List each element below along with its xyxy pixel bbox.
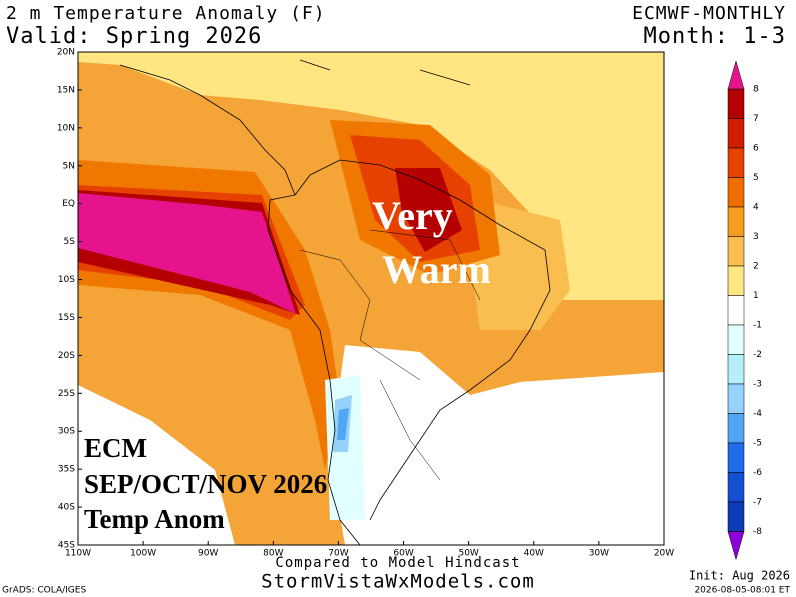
lat-label: 35S	[58, 465, 75, 475]
footer-site: StormVistaWxModels.com	[261, 571, 535, 593]
lon-label: 70W	[328, 549, 348, 559]
lat-label: 15N	[57, 85, 75, 95]
plot-frame	[77, 51, 665, 546]
lon-label: 40W	[524, 549, 544, 559]
annotation: ECM	[84, 433, 147, 463]
colorbar-segment	[727, 501, 745, 532]
colorbar-segment	[727, 324, 745, 355]
lon-label: 60W	[393, 549, 413, 559]
lat-label: EQ	[62, 199, 75, 209]
lat-label: 25S	[58, 389, 75, 399]
colorbar-top	[727, 60, 745, 90]
colorbar-segment	[727, 177, 745, 208]
colorbar-label: -8	[753, 527, 762, 537]
lon-label: 30W	[589, 549, 609, 559]
colorbar-label: -4	[753, 409, 762, 419]
colorbar-label: 5	[753, 173, 759, 183]
colorbar-segment	[727, 206, 745, 237]
annotation: SEP/OCT/NOV 2026	[84, 469, 327, 499]
footer-init: Init: Aug 2026	[689, 569, 790, 583]
colorbar-segment	[727, 236, 745, 267]
colorbar-label: -3	[753, 380, 762, 390]
model: ECMWF-MONTHLY	[632, 3, 786, 24]
colorbar-segment	[727, 147, 745, 178]
lat-label: 45S	[58, 541, 75, 551]
colorbar-label: 3	[753, 232, 759, 242]
colorbar-label: 7	[753, 114, 759, 124]
lat-label: 20S	[58, 351, 75, 361]
footer-grads: GrADS: COLA/IGES	[2, 586, 86, 596]
lon-label: 100W	[130, 549, 156, 559]
colorbar-label: -2	[753, 350, 762, 360]
annotation: Temp Anom	[84, 504, 225, 534]
colorbar-label: 1	[753, 291, 759, 301]
lat-label: 20N	[57, 48, 75, 58]
labels: 2 m Temperature Anomaly (F) Valid: Sprin…	[2, 3, 790, 596]
lon-label: 50W	[458, 549, 478, 559]
annotation: Very	[372, 193, 453, 238]
lat-label: 30S	[58, 427, 75, 437]
lon-label: 80W	[263, 549, 283, 559]
colorbar-label: -1	[753, 321, 762, 331]
colorbar-segment	[727, 354, 745, 385]
lon-label: 110W	[65, 549, 91, 559]
colorbar-label: 4	[753, 203, 759, 213]
colorbar-segment	[727, 442, 745, 473]
colorbar-segment	[727, 413, 745, 444]
footer-timestamp: 2026-08-05-08:01 ET	[694, 586, 790, 596]
valid: Valid: Spring 2026	[6, 24, 262, 49]
colorbar-segment	[727, 118, 745, 149]
colorbar-segment	[727, 472, 745, 503]
lat-label: 40S	[58, 503, 75, 513]
lon-label: 90W	[198, 549, 218, 559]
colorbar-segment	[727, 265, 745, 296]
footer-compared: Compared to Model Hindcast	[275, 555, 520, 571]
lon-label: 20W	[654, 549, 674, 559]
colorbar-bottom	[727, 531, 745, 561]
colorbar-label: -5	[753, 439, 762, 449]
colorbar-segment	[727, 295, 745, 326]
colorbar-segment	[727, 383, 745, 414]
colorbar-label: 6	[753, 144, 759, 154]
anomaly-field	[78, 52, 664, 545]
lat-label: 10N	[57, 123, 75, 133]
lat-label: 10S	[58, 275, 75, 285]
colorbar-segment	[727, 88, 745, 119]
month: Month: 1-3	[644, 24, 786, 49]
lat-label: 15S	[58, 313, 75, 323]
colorbar-label: -6	[753, 468, 762, 478]
lat-label: 5S	[64, 237, 76, 247]
annotation: Warm	[382, 247, 491, 292]
colorbar-label: 8	[753, 85, 759, 95]
colorbar-label: -7	[753, 498, 762, 508]
title: 2 m Temperature Anomaly (F)	[6, 3, 326, 24]
lat-label: 5N	[63, 161, 75, 171]
colorbar-label: 2	[753, 262, 759, 272]
